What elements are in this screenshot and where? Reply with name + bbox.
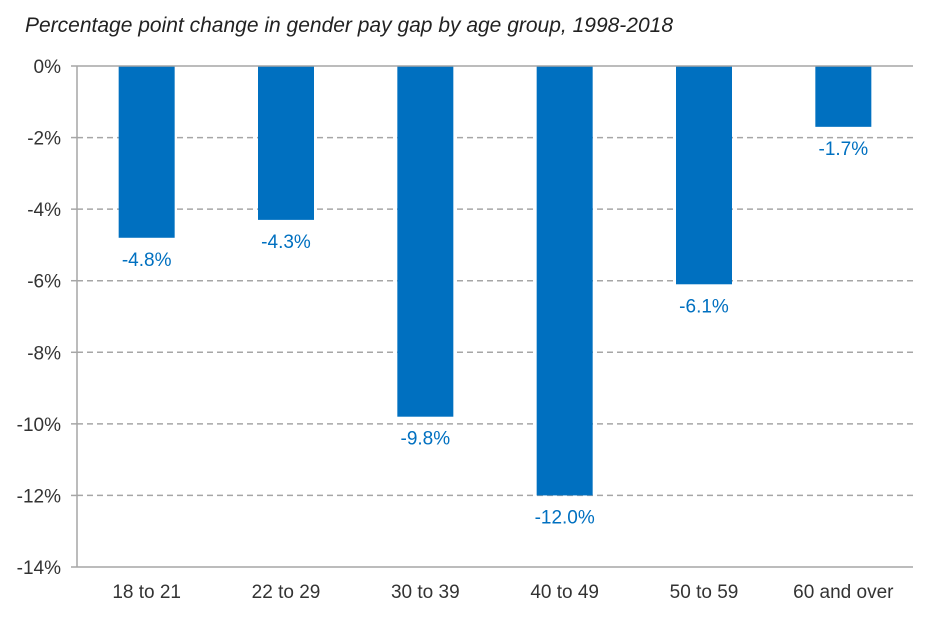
y-tick-label: -8%: [27, 343, 61, 364]
bar: [536, 66, 593, 496]
data-label: -9.8%: [401, 429, 451, 450]
y-tick-label: -10%: [17, 415, 61, 436]
y-tick-label: -2%: [27, 129, 61, 150]
y-tick-label: -12%: [17, 486, 61, 507]
bar: [118, 66, 175, 238]
x-tick-label: 60 and over: [793, 582, 894, 603]
y-tick-label: -6%: [27, 272, 61, 293]
data-label: -4.3%: [261, 232, 311, 253]
data-label: -12.0%: [535, 507, 595, 528]
y-tick-label: -14%: [17, 558, 61, 579]
data-label: -1.7%: [819, 139, 869, 160]
y-tick-label: 0%: [34, 57, 62, 78]
data-label: -6.1%: [679, 296, 729, 317]
chart-title: Percentage point change in gender pay ga…: [25, 14, 674, 37]
x-tick-label: 30 to 39: [391, 582, 460, 603]
x-tick-label: 22 to 29: [252, 582, 321, 603]
bar: [397, 66, 454, 417]
data-label: -4.8%: [122, 250, 172, 271]
x-tick-label: 40 to 49: [530, 582, 599, 603]
x-tick-label: 18 to 21: [112, 582, 181, 603]
bar: [258, 66, 314, 220]
bar: [815, 66, 872, 127]
x-tick-label: 50 to 59: [670, 582, 739, 603]
y-tick-label: -4%: [27, 200, 61, 221]
bar: [676, 66, 732, 285]
